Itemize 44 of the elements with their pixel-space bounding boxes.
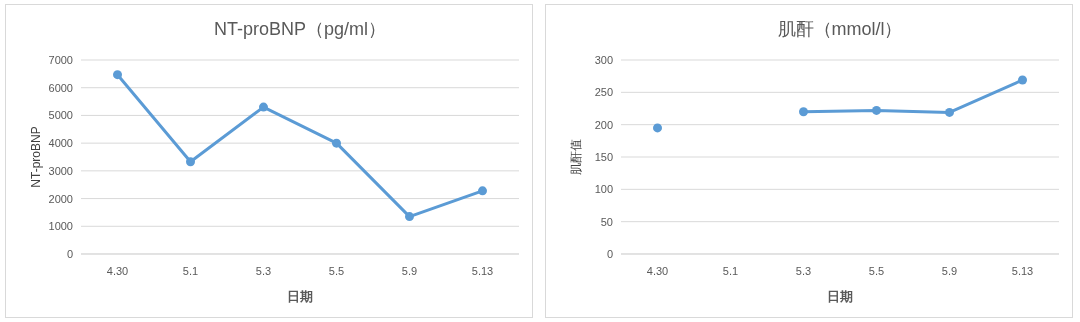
y-tick-label: 50 (600, 215, 613, 228)
x-tick-label: 5.1 (722, 265, 739, 277)
y-axis-title: NT-proBNP (29, 126, 43, 188)
point (945, 107, 954, 117)
y-tick-label: 7000 (48, 54, 73, 66)
point (653, 123, 662, 133)
x-axis-title: 日期 (287, 289, 313, 304)
chart-title: NT-proBNP（pg/ml） (213, 19, 387, 39)
y-tick-label: 2000 (48, 192, 73, 205)
x-axis-title: 日期 (827, 289, 853, 304)
x-tick-label: 5.3 (795, 265, 812, 277)
y-tick-label: 250 (594, 86, 613, 99)
y-tick-label: 1000 (48, 220, 73, 233)
y-axis-title: 肌酐值 (569, 139, 583, 175)
point (332, 138, 341, 148)
y-tick-label: 3000 (48, 164, 73, 177)
point (259, 102, 268, 112)
y-tick-label: 5000 (48, 109, 73, 122)
point (872, 105, 881, 115)
x-tick-label: 4.30 (106, 265, 129, 277)
chart-title: 肌酐（mmol/l） (777, 19, 903, 39)
x-tick-label: 5.5 (328, 265, 345, 277)
x-tick-label: 5.9 (401, 265, 418, 277)
y-tick-label: 0 (66, 248, 73, 260)
x-tick-label: 4.30 (646, 265, 669, 277)
x-tick-label: 5.3 (255, 265, 272, 277)
y-tick-label: 0 (606, 248, 613, 260)
x-tick-label: 5.5 (868, 265, 885, 277)
x-tick-label: 5.13 (1011, 265, 1034, 277)
point (799, 107, 808, 117)
point (186, 157, 195, 167)
x-tick-label: 5.13 (471, 265, 494, 277)
point (478, 186, 487, 196)
y-tick-label: 4000 (48, 137, 73, 150)
x-tick-label: 5.9 (941, 265, 958, 277)
y-tick-label: 150 (594, 151, 613, 163)
y-tick-label: 100 (594, 183, 613, 196)
y-tick-label: 6000 (48, 81, 73, 94)
x-tick-label: 5.1 (182, 265, 199, 277)
point (113, 70, 122, 80)
point (1018, 75, 1027, 85)
point (405, 212, 414, 222)
y-tick-label: 200 (594, 118, 613, 131)
y-tick-label: 300 (594, 54, 613, 66)
